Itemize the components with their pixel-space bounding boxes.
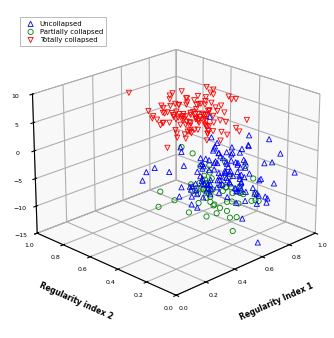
Y-axis label: Regularity index 2: Regularity index 2	[38, 281, 114, 321]
X-axis label: Regularity Index 1: Regularity Index 1	[238, 281, 315, 321]
Legend: Uncollapsed, Partially collapsed, Totally collapsed: Uncollapsed, Partially collapsed, Totall…	[20, 17, 106, 46]
